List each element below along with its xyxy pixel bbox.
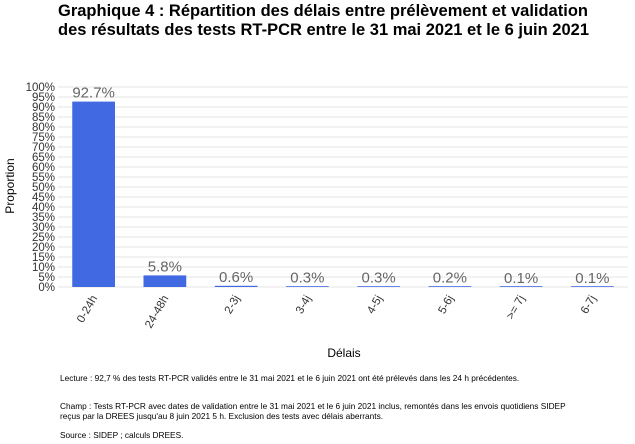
- bar: [571, 286, 614, 287]
- y-tick-label: 0%: [38, 282, 55, 294]
- y-tick-label: 25%: [32, 232, 55, 244]
- y-axis-label: Proportion: [3, 158, 17, 213]
- y-tick-label: 35%: [32, 212, 55, 224]
- data-label: 0.3%: [362, 269, 396, 286]
- y-tick-label: 45%: [32, 192, 55, 204]
- x-tick-label: 3-4j: [294, 294, 314, 317]
- chart-title-line-1: Graphique 4 : Répartition des délais ent…: [58, 2, 588, 20]
- data-label: 92.7%: [72, 85, 115, 102]
- y-tick-label: 50%: [32, 182, 55, 194]
- y-tick-label: 60%: [32, 162, 55, 174]
- y-tick-label: 90%: [32, 102, 55, 114]
- bars: [72, 101, 614, 287]
- data-label: 0.6%: [219, 269, 253, 286]
- y-tick-label: 70%: [32, 142, 55, 154]
- y-tick-label: 15%: [32, 252, 55, 264]
- lecture-note: Lecture : 92,7 % des tests RT-PCR validé…: [60, 373, 620, 383]
- y-tick-label: 20%: [32, 242, 55, 254]
- data-label: 0.1%: [504, 270, 538, 287]
- bar: [428, 286, 472, 287]
- y-tick-label: 10%: [32, 262, 55, 274]
- y-tick-label: 100%: [26, 82, 55, 94]
- x-tick-label: 5-6j: [436, 294, 456, 317]
- bar: [286, 286, 329, 287]
- champ-text-line-1: Champ : Tests RT-PCR avec dates de valid…: [60, 401, 566, 411]
- x-tick-label: 2-3j: [223, 294, 243, 317]
- y-axis-ticks: 0%5%10%15%20%25%30%35%40%45%50%55%60%65%…: [26, 82, 55, 294]
- x-axis-ticks: 0-24h 24-48h 2-3j 3-4j 4-5j 5-6j >= 7j 6-7j: [75, 294, 599, 331]
- y-tick-label: 5%: [38, 272, 55, 284]
- y-tick-label: 75%: [32, 132, 55, 144]
- x-tick-label: >= 7j: [505, 294, 528, 322]
- x-tick-label: 6-7j: [579, 294, 599, 317]
- y-tick-label: 80%: [32, 122, 55, 134]
- chart-title: Graphique 4 : Répartition des délais ent…: [58, 2, 628, 40]
- bar: [143, 275, 187, 287]
- x-axis-label: Délais: [327, 346, 360, 360]
- y-tick-label: 85%: [32, 112, 55, 124]
- grid-lines: [58, 86, 628, 288]
- y-tick-label: 40%: [32, 202, 55, 214]
- source-text: Source : SIDEP ; calculs DREES.: [60, 430, 184, 440]
- y-tick-label: 95%: [32, 92, 55, 104]
- x-tick-label: 24-48h: [143, 294, 171, 331]
- source-note: Source : SIDEP ; calculs DREES.: [60, 430, 620, 440]
- y-tick-label: 55%: [32, 172, 55, 184]
- bar: [214, 285, 258, 287]
- data-label: 0.1%: [575, 270, 609, 287]
- y-tick-label: 65%: [32, 152, 55, 164]
- champ-text-line-2: reçus par la DREES jusqu'au 8 juin 2021 …: [60, 411, 384, 421]
- data-label: 5.8%: [148, 258, 182, 275]
- y-tick-label: 30%: [32, 222, 55, 234]
- data-label: 0.3%: [290, 269, 324, 286]
- lecture-text: Lecture : 92,7 % des tests RT-PCR validé…: [60, 373, 520, 383]
- champ-note: Champ : Tests RT-PCR avec dates de valid…: [60, 401, 620, 421]
- bar: [499, 286, 543, 287]
- x-tick-label: 4-5j: [365, 294, 385, 317]
- bar: [357, 286, 400, 287]
- bar: [72, 101, 115, 287]
- data-label: 0.2%: [433, 270, 467, 287]
- x-tick-label: 0-24h: [75, 294, 100, 325]
- chart-title-line-2: des résultats des tests RT-PCR entre le …: [58, 21, 589, 39]
- data-labels: 92.7% 5.8% 0.6% 0.3% 0.3% 0.2% 0.1% 0.1%: [72, 85, 609, 287]
